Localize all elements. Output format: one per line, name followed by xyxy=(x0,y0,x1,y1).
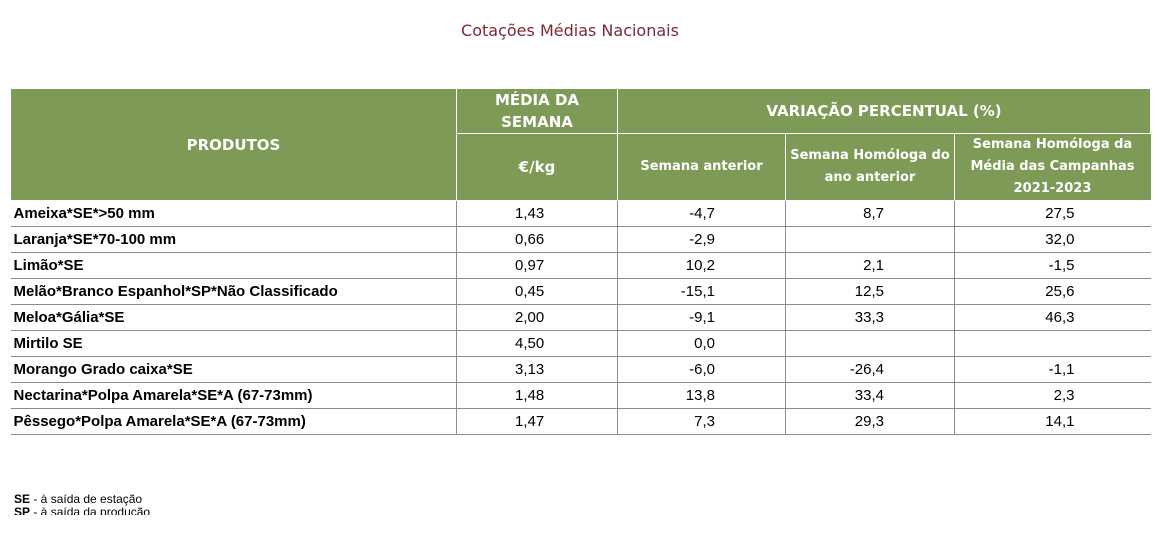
header-variacao-percentual: VARIAÇÃO PERCENTUAL (%) xyxy=(617,88,1151,134)
cell-produto: Meloa*Gália*SE xyxy=(10,304,457,331)
cell-homologa-campanhas: 46,3 xyxy=(954,304,1151,331)
cell-media: 0,45 xyxy=(456,278,618,305)
cell-produto: Laranja*SE*70-100 mm xyxy=(10,226,457,253)
header-unit: €/kg xyxy=(456,133,618,201)
table-row: Meloa*Gália*SE 2,00 -9,1 33,3 46,3 xyxy=(10,304,1151,331)
header-semana-homologa-campanhas: Semana Homóloga da Média das Campanhas 2… xyxy=(954,133,1151,201)
cell-produto: Limão*SE xyxy=(10,252,457,279)
legend-text: - à saída de estação xyxy=(30,492,143,506)
legend-sp: SP - à saída da produção xyxy=(14,506,150,515)
table-row: Pêssego*Polpa Amarela*SE*A (67-73mm) 1,4… xyxy=(10,408,1151,435)
table-row: Morango Grado caixa*SE 3,13 -6,0 -26,4 -… xyxy=(10,356,1151,383)
cell-media: 1,48 xyxy=(456,382,618,409)
cell-homologa-ano: 33,3 xyxy=(785,304,955,331)
legend-abbr: SE xyxy=(14,492,31,506)
legend-text: - à saída da produção xyxy=(30,506,151,515)
cell-homologa-ano: 29,3 xyxy=(785,408,955,435)
cell-media: 3,13 xyxy=(456,356,618,383)
cell-semana-anterior: -9,1 xyxy=(617,304,786,331)
cell-homologa-campanhas: 2,3 xyxy=(954,382,1151,409)
cell-homologa-ano: 12,5 xyxy=(785,278,955,305)
cell-media: 2,00 xyxy=(456,304,618,331)
cell-media: 1,47 xyxy=(456,408,618,435)
cell-homologa-campanhas xyxy=(954,330,1151,357)
cell-semana-anterior: 0,0 xyxy=(617,330,786,357)
cell-produto: Ameixa*SE*>50 mm xyxy=(10,200,457,227)
table-row: Laranja*SE*70-100 mm 0,66 -2,9 32,0 xyxy=(10,226,1151,253)
cell-homologa-campanhas: -1,1 xyxy=(954,356,1151,383)
cell-homologa-ano: 2,1 xyxy=(785,252,955,279)
header-media-semana: MÉDIA DA SEMANA xyxy=(456,88,618,134)
cell-produto: Nectarina*Polpa Amarela*SE*A (67-73mm) xyxy=(10,382,457,409)
cell-media: 0,66 xyxy=(456,226,618,253)
cell-homologa-campanhas: 14,1 xyxy=(954,408,1151,435)
cell-semana-anterior: -2,9 xyxy=(617,226,786,253)
legend-se: SE - à saída de estação xyxy=(14,493,142,505)
header-semana-anterior: Semana anterior xyxy=(617,133,786,201)
cell-homologa-campanhas: 32,0 xyxy=(954,226,1151,253)
table-row: Mirtilo SE 4,50 0,0 xyxy=(10,330,1151,357)
header-produtos: PRODUTOS xyxy=(10,88,457,201)
cell-homologa-campanhas: 25,6 xyxy=(954,278,1151,305)
quotes-table: PRODUTOS MÉDIA DA SEMANA VARIAÇÃO PERCEN… xyxy=(10,88,1151,435)
cell-produto: Mirtilo SE xyxy=(10,330,457,357)
cell-homologa-ano xyxy=(785,330,955,357)
cell-homologa-ano xyxy=(785,226,955,253)
cell-semana-anterior: 13,8 xyxy=(617,382,786,409)
table-row: Limão*SE 0,97 10,2 2,1 -1,5 xyxy=(10,252,1151,279)
cell-produto: Morango Grado caixa*SE xyxy=(10,356,457,383)
table-row: Melão*Branco Espanhol*SP*Não Classificad… xyxy=(10,278,1151,305)
cell-media: 4,50 xyxy=(456,330,618,357)
cell-produto: Melão*Branco Espanhol*SP*Não Classificad… xyxy=(10,278,457,305)
cell-semana-anterior: 10,2 xyxy=(617,252,786,279)
header-semana-homologa-ano: Semana Homóloga do ano anterior xyxy=(785,133,955,201)
cell-homologa-campanhas: 27,5 xyxy=(954,200,1151,227)
cell-media: 0,97 xyxy=(456,252,618,279)
cell-semana-anterior: 7,3 xyxy=(617,408,786,435)
cell-homologa-ano: 33,4 xyxy=(785,382,955,409)
cell-produto: Pêssego*Polpa Amarela*SE*A (67-73mm) xyxy=(10,408,457,435)
table-row: Ameixa*SE*>50 mm 1,43 -4,7 8,7 27,5 xyxy=(10,200,1151,227)
legend-abbr: SP xyxy=(14,506,31,515)
cell-media: 1,43 xyxy=(456,200,618,227)
cell-homologa-ano: -26,4 xyxy=(785,356,955,383)
cell-homologa-ano: 8,7 xyxy=(785,200,955,227)
cell-semana-anterior: -15,1 xyxy=(617,278,786,305)
page-title: Cotações Médias Nacionais xyxy=(461,21,679,40)
cell-homologa-campanhas: -1,5 xyxy=(954,252,1151,279)
cell-semana-anterior: -6,0 xyxy=(617,356,786,383)
cell-semana-anterior: -4,7 xyxy=(617,200,786,227)
table-row: Nectarina*Polpa Amarela*SE*A (67-73mm) 1… xyxy=(10,382,1151,409)
